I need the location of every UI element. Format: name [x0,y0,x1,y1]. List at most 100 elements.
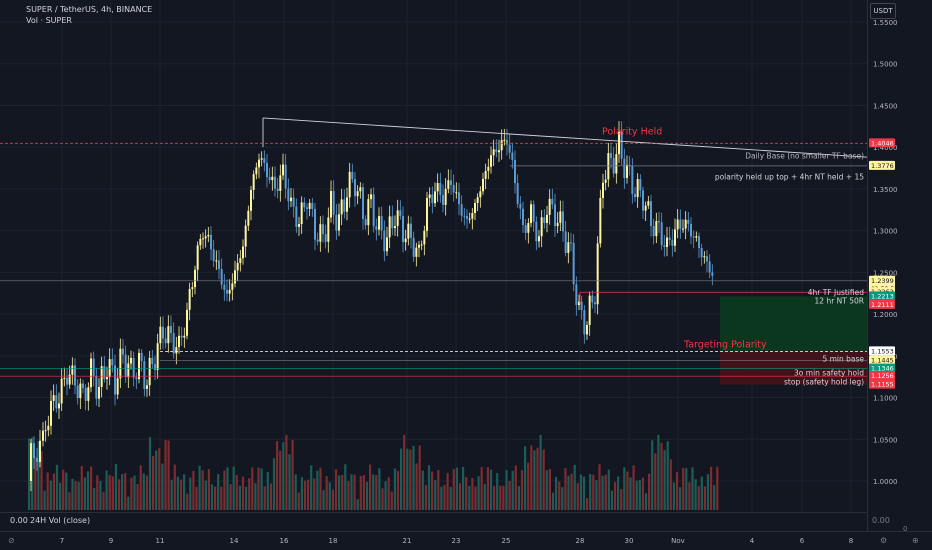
x-tick-label: 14 [230,537,239,545]
volume-bar [164,439,167,510]
candle [482,178,484,192]
candle [170,326,172,333]
time-axis: 7 9 11 14 16 18 21 23 25 28 30 Nov 4 6 8 [60,537,853,545]
volume-bar [586,498,589,510]
candle [60,378,63,404]
candle [162,326,164,339]
annotation-label: Daily Base (no smaller TF base) [745,152,864,161]
volume-bar [706,474,710,510]
candle [575,284,578,306]
zoom-icon[interactable]: ⊕ [912,536,919,545]
candle [172,332,175,354]
candle [356,191,359,197]
candle [143,361,146,389]
volume-bar [34,456,37,510]
candle [386,237,388,252]
volume-bar [421,470,424,510]
volume-bar [700,476,703,510]
volume-bar [201,470,204,510]
candle [292,197,295,207]
volume-bar [427,465,431,510]
volume-bar [372,474,375,510]
volume-bar [136,484,139,510]
volume-bar [133,475,136,510]
y-tick-label: 1.1000 [873,395,898,403]
volume-bar [288,454,291,510]
volume-bar [65,472,68,510]
candle [311,202,314,209]
volume-bar [276,441,279,510]
volume-bar [691,467,694,510]
candle [50,400,52,426]
candle [132,357,135,378]
settings-icon[interactable]: ⚙ [880,536,888,545]
volume-bar [564,468,567,510]
volume-bar [567,475,570,510]
volume-bar [396,470,400,510]
volume-bar [344,464,347,510]
volume-bar [142,473,145,510]
candle [250,189,252,211]
time-axis-separator [0,531,932,532]
candle [484,170,487,179]
candle [687,219,690,224]
candle [351,171,354,180]
candle [79,383,82,399]
candle [567,242,570,253]
volume-bar [245,486,248,510]
currency-button[interactable]: USDT [870,3,896,19]
volume-bar [393,468,396,510]
volume-bar [204,480,207,510]
volume-bar [77,481,80,510]
volume-bar [440,486,443,510]
candle [295,206,298,227]
candle [532,204,535,222]
goto-icon[interactable]: ⊘ [8,536,15,545]
volume-bar [713,485,716,510]
annotation-label: Polarity Held [602,126,662,137]
volume-bar [449,487,452,510]
volume-pane-label: 24H Vol (close) [30,516,91,525]
volume-bar [99,480,102,510]
volume-bar [418,445,421,510]
price-label: 1.3776 [871,162,894,170]
candle [514,160,516,184]
volume-bar [635,480,638,510]
candle [322,224,324,235]
volume-bar [266,472,269,510]
volume-bar [46,472,49,510]
candle [636,179,639,198]
symbol-title[interactable]: SUPER / TetherUS, 4h, BINANCE [26,5,153,14]
candle [591,295,594,303]
volume-bar [443,484,446,510]
volume-bar [313,478,316,510]
candle [266,162,268,178]
candle [346,197,348,212]
y-tick-label: 1.4000 [873,144,898,152]
candle [586,324,588,335]
price-label: 1.4046 [871,139,894,147]
volume-bar [595,480,598,510]
volume-bar [434,480,437,510]
annotation-label: 5 min base [822,354,864,363]
volume-bar [167,440,170,510]
candle [570,242,572,244]
volume-bar [220,486,223,510]
candle [548,198,551,215]
x-tick-label: 23 [452,537,461,545]
volume-bar [241,476,245,510]
candle [314,208,316,240]
candle [252,174,255,190]
candle [55,395,58,409]
candle [538,236,540,242]
volume-bar [285,435,288,510]
volume-indicator-title[interactable]: Vol · SUPER [26,16,72,25]
candle [674,229,676,246]
volume-bar [570,473,573,510]
candle [223,284,226,291]
candle [239,258,242,263]
candle [444,188,447,205]
candle [535,221,538,242]
candle [332,190,335,215]
